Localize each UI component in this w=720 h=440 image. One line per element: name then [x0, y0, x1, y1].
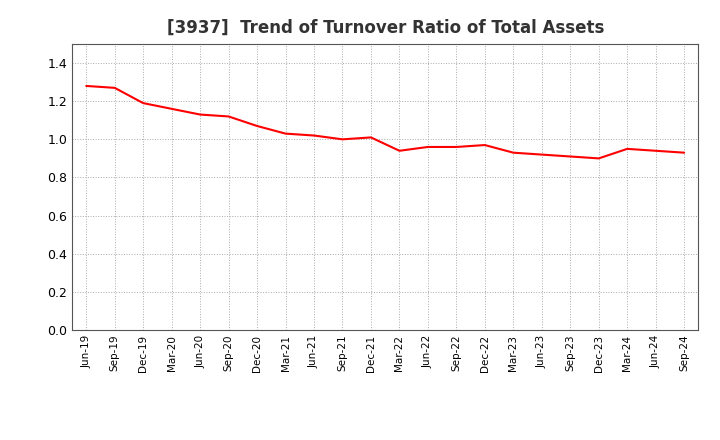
Title: [3937]  Trend of Turnover Ratio of Total Assets: [3937] Trend of Turnover Ratio of Total … [166, 19, 604, 37]
